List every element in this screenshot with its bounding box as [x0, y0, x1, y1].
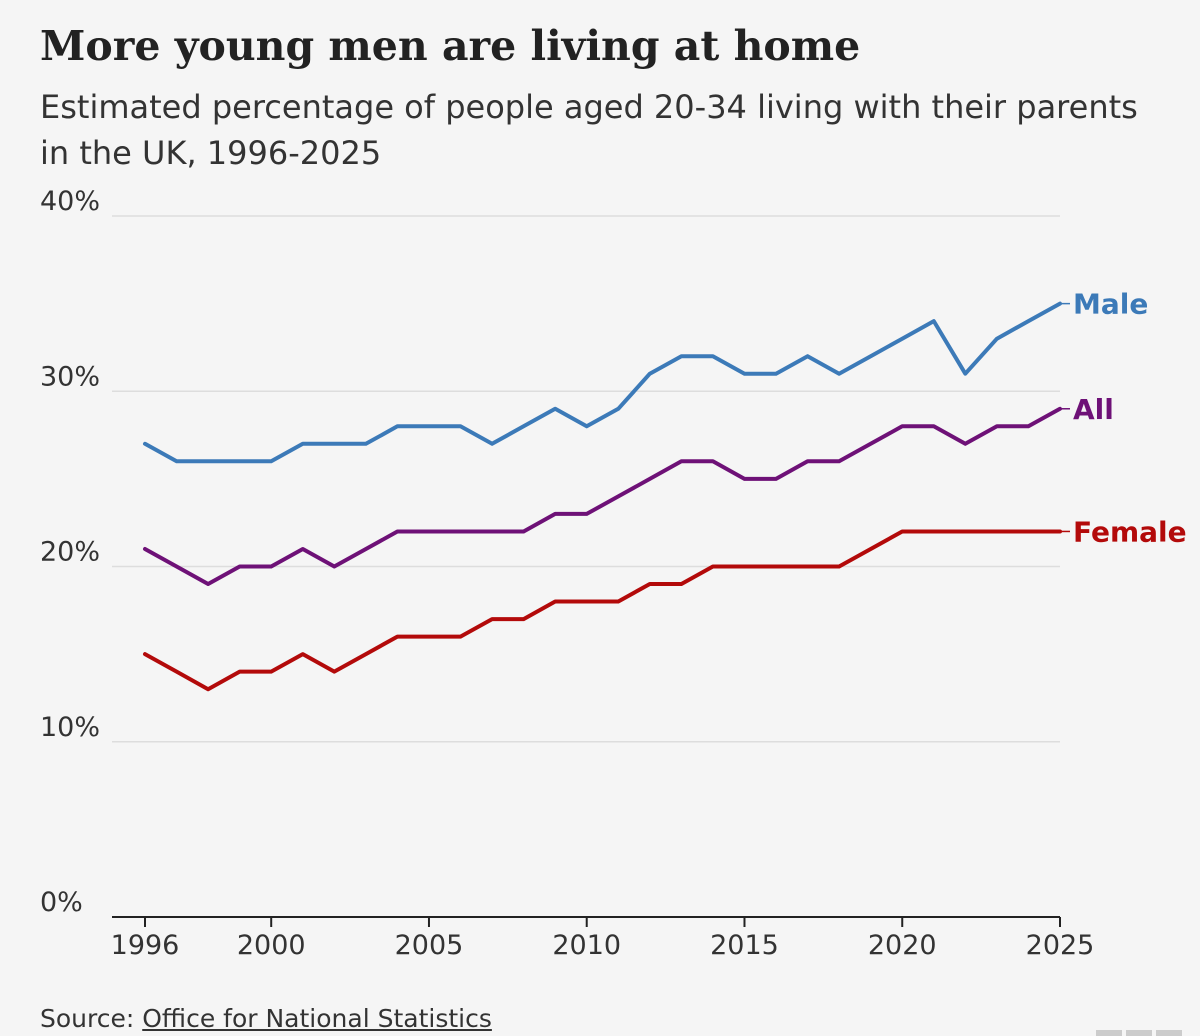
source-prefix: Source: — [40, 1004, 143, 1033]
x-tick-label: 2000 — [237, 930, 306, 961]
y-tick-label: 0% — [40, 887, 83, 918]
series-lines — [143, 301, 1062, 692]
y-tick-label: 30% — [40, 361, 100, 392]
x-axis: 1996 2000 2005 2010 2015 2020 2025 — [111, 916, 1095, 961]
chart-title: More young men are living at home — [40, 22, 861, 70]
logo-block — [1096, 1030, 1122, 1036]
source-link[interactable]: Office for National Statistics — [142, 1004, 492, 1033]
y-tick-label: 40% — [40, 186, 100, 217]
x-tick-label: 2010 — [552, 930, 621, 961]
series-labels: Male All Female — [1060, 288, 1187, 548]
x-tick-label: 1996 — [111, 930, 180, 961]
series-line-female — [143, 529, 1062, 692]
x-tick-label: 2005 — [395, 930, 464, 961]
series-label-all: All — [1073, 393, 1114, 426]
logo-block — [1156, 1030, 1182, 1036]
logo-block — [1126, 1030, 1152, 1036]
publisher-logo — [1096, 1030, 1182, 1036]
y-tick-label: 10% — [40, 712, 100, 743]
series-line-all — [143, 406, 1062, 586]
x-tick-label: 2020 — [868, 930, 937, 961]
x-tick-label: 2025 — [1026, 930, 1095, 961]
chart-subtitle: Estimated percentage of people aged 20-3… — [40, 88, 1138, 172]
series-label-male: Male — [1073, 288, 1148, 321]
series-line-male — [143, 301, 1062, 464]
y-axis-tick-labels: 0% 10% 20% 30% 40% — [40, 186, 100, 918]
line-chart: 1996 2000 2005 2010 2015 2020 2025 0% 10% 20% 30%… — [40, 186, 1187, 961]
y-tick-label: 20% — [40, 537, 100, 568]
source-note: Source: Office for National Statistics — [40, 1002, 492, 1036]
gridlines — [112, 215, 1060, 743]
x-tick-label: 2015 — [710, 930, 779, 961]
series-label-female: Female — [1073, 515, 1187, 548]
